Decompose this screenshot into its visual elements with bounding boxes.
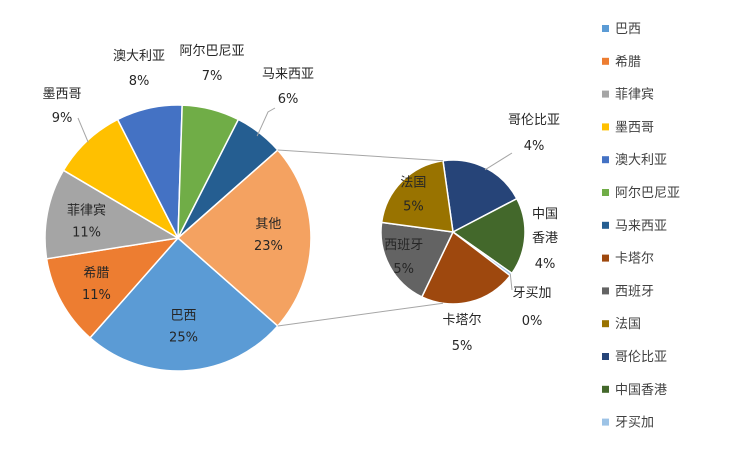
leader-line-哥伦比亚 (484, 152, 513, 171)
secondary-slice-卡塔尔 (420, 230, 512, 305)
pie-slice-菲律宾 (44, 169, 181, 260)
data-label-value-卡塔尔: 5% (452, 339, 473, 354)
legend-swatch-菲律宾 (602, 90, 609, 98)
pie-slice-其他 (176, 148, 312, 328)
data-label-value-马来西亚: 6% (278, 92, 299, 107)
legend-swatch-阿尔巴尼亚 (602, 189, 609, 196)
legend-swatch-希腊 (602, 57, 609, 65)
data-label-value-澳大利亚: 8% (129, 74, 150, 89)
data-label-value-希腊: 11% (82, 288, 111, 303)
data-label-name-哥伦比亚: 哥伦比亚 (508, 113, 560, 128)
leader-line-马来西亚 (256, 107, 276, 137)
data-label-value-墨西哥: 9% (52, 111, 73, 126)
legend-label-马来西亚: 马来西亚 (615, 219, 667, 234)
legend-swatch-卡塔尔 (602, 254, 609, 262)
data-label-name-希腊: 希腊 (83, 266, 109, 281)
legend-swatch-巴西 (602, 25, 609, 32)
data-label-value-哥伦比亚: 4% (524, 139, 545, 154)
legend-label-牙买加: 牙买加 (615, 416, 654, 431)
data-label-value-西班牙: 5% (393, 262, 414, 277)
legend-label-哥伦比亚: 哥伦比亚 (615, 350, 667, 365)
data-label-value-其他: 23% (254, 239, 283, 254)
data-label-name-马来西亚: 马来西亚 (262, 67, 314, 82)
data-label-name-其他: 其他 (255, 217, 281, 232)
legend-swatch-墨西哥 (602, 123, 609, 131)
connector-line-bottom (277, 302, 444, 327)
data-label-value-中国香港: 4% (535, 257, 556, 272)
data-label-name-牙买加: 牙买加 (512, 286, 551, 301)
legend-label-菲律宾: 菲律宾 (615, 87, 654, 103)
legend-swatch-牙买加 (602, 418, 609, 426)
data-label-name-中国香港: 中国香港 (532, 207, 558, 246)
legend-swatch-马来西亚 (602, 221, 609, 229)
pie-slice-巴西 (88, 236, 279, 372)
legend-swatch-中国香港 (602, 385, 609, 393)
data-label-name-墨西哥: 墨西哥 (42, 87, 81, 102)
data-label-value-阿尔巴尼亚: 7% (202, 69, 223, 84)
legend-label-澳大利亚: 澳大利亚 (615, 152, 667, 168)
data-label-value-法国: 5% (403, 200, 424, 215)
secondary-slice-中国香港 (451, 197, 526, 275)
legend-label-中国香港: 中国香港 (615, 383, 667, 398)
legend-swatch-法国 (602, 320, 609, 328)
connector-line-top (277, 149, 444, 162)
legend-label-墨西哥: 墨西哥 (615, 120, 654, 135)
secondary-slice-法国 (380, 159, 454, 233)
data-label-name-巴西: 巴西 (171, 309, 197, 324)
pie-slice-希腊 (45, 236, 180, 339)
data-label-name-阿尔巴尼亚: 阿尔巴尼亚 (179, 44, 244, 59)
legend-swatch-哥伦比亚 (602, 353, 609, 360)
legend-label-巴西: 巴西 (615, 22, 641, 37)
data-label-name-卡塔尔: 卡塔尔 (442, 313, 481, 328)
legend-label-希腊: 希腊 (615, 55, 641, 70)
legend-label-法国: 法国 (615, 317, 641, 332)
legend-label-西班牙: 西班牙 (615, 284, 654, 299)
legend-label-卡塔尔: 卡塔尔 (615, 252, 654, 267)
data-label-name-法国: 法国 (400, 176, 426, 191)
leader-line-牙买加 (509, 273, 513, 291)
data-label-value-巴西: 25% (169, 331, 198, 346)
data-label-name-菲律宾: 菲律宾 (67, 203, 106, 219)
data-label-value-牙买加: 0% (522, 314, 543, 329)
data-label-value-菲律宾: 11% (72, 226, 101, 241)
data-label-name-西班牙: 西班牙 (384, 238, 423, 253)
secondary-slice-西班牙 (380, 221, 455, 298)
data-label-name-澳大利亚: 澳大利亚 (113, 48, 165, 64)
leader-line-墨西哥 (77, 117, 89, 143)
legend-swatch-澳大利亚 (602, 156, 609, 164)
secondary-slice-哥伦比亚 (442, 159, 518, 234)
legend-label-阿尔巴尼亚: 阿尔巴尼亚 (615, 186, 680, 201)
legend-swatch-西班牙 (602, 287, 609, 295)
